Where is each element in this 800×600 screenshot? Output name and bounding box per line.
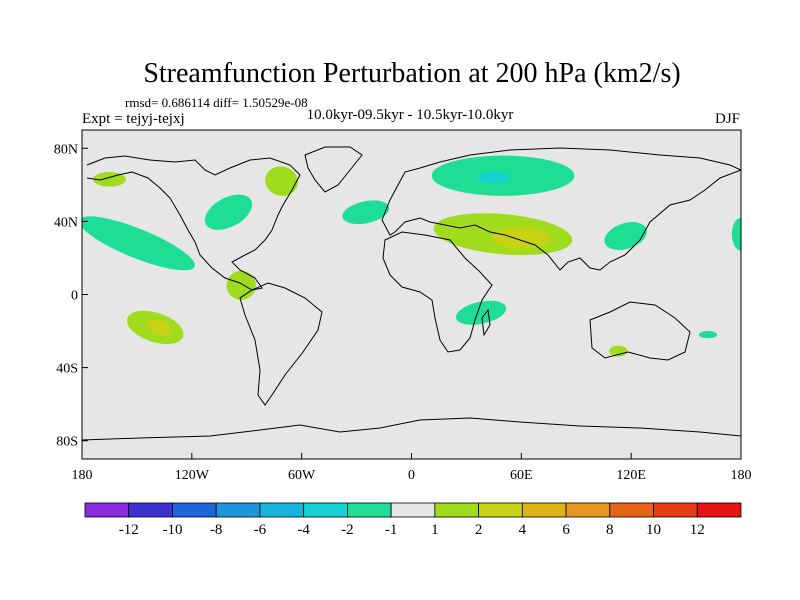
anomaly-australia-positive: [609, 345, 628, 357]
anomaly-north-america-negative: [204, 194, 253, 230]
map-plot-area: 180 120W 60W 0 60E 120E 180 80N 40N 0 40S 80S: [54, 129, 752, 483]
chart-title: Streamfunction Perturbation at 200 hPa (…: [143, 58, 680, 89]
x-tick-label: 180: [72, 468, 93, 483]
x-tick-label: 0: [408, 468, 415, 483]
coastline-greenland: [304, 146, 363, 193]
colorbar: -12 -10 -8 -6 -4 -2 -1 1 2 4 6 8 10 12: [84, 502, 742, 538]
colorbar-swatch: [521, 502, 567, 518]
anomaly-siberia-core: [477, 172, 511, 184]
colorbar-swatch: [303, 502, 348, 518]
colorbar-label: 6: [562, 522, 570, 538]
anomaly-hudson-bay-positive: [265, 166, 298, 196]
x-tick-label: 60E: [510, 468, 533, 483]
anomaly-dateline-negative: [731, 217, 741, 251]
colorbar-label: -8: [210, 522, 223, 538]
colorbar-label: -4: [297, 522, 310, 538]
colorbar-label: -6: [254, 522, 267, 538]
colorbar-label: 8: [606, 522, 614, 538]
colorbar-swatch: [609, 502, 654, 518]
y-tick-label: 40S: [56, 362, 78, 377]
colorbar-label: 2: [475, 522, 483, 538]
coastline-north-america: [86, 155, 301, 291]
anomaly-contours: [82, 155, 741, 357]
colorbar-swatch: [653, 502, 698, 518]
anomaly-east-africa-negative: [455, 300, 507, 325]
anomaly-central-america-positive: [226, 270, 256, 301]
colorbar-label: -1: [385, 522, 398, 538]
coastline-australia: [589, 301, 691, 361]
anomaly-tasman-negative: [698, 331, 718, 339]
x-tick-label: 180: [731, 468, 752, 483]
colorbar-label: -10: [162, 522, 182, 538]
coastline-south-america: [239, 282, 323, 406]
x-axis: 180 120W 60W 0 60E 120E 180: [72, 453, 752, 483]
anomaly-east-asia-negative: [604, 222, 647, 250]
period-label: 10.0kyr-09.5kyr - 10.5kyr-10.0kyr: [307, 107, 514, 123]
colorbar-swatch: [84, 502, 130, 518]
colorbar-swatch: [696, 502, 742, 518]
colorbar-swatch: [259, 502, 305, 518]
colorbar-swatch: [434, 502, 480, 518]
x-tick-label: 120E: [616, 468, 646, 483]
colorbar-label: 10: [646, 522, 661, 538]
x-tick-label: 120W: [175, 468, 210, 483]
season-label: DJF: [715, 111, 740, 127]
coastline-antarctica: [82, 417, 741, 441]
colorbar-swatch: [128, 502, 173, 518]
colorbar-swatch: [346, 502, 392, 518]
anomaly-ne-pacific-negative: [82, 216, 195, 271]
coastline-madagascar: [481, 308, 491, 337]
anomaly-n-pacific-west-positive: [92, 172, 126, 187]
colorbar-label: -2: [341, 522, 354, 538]
colorbar-swatch: [172, 502, 217, 518]
colorbar-label: -12: [119, 522, 139, 538]
anomaly-mideast-core: [492, 226, 551, 249]
stats-line: rmsd= 0.686114 diff= 1.50529e-08: [125, 95, 308, 110]
colorbar-label: 1: [431, 522, 439, 538]
y-axis: 80N 40N 0 40S 80S: [54, 142, 88, 450]
coastline-africa: [382, 231, 493, 353]
colorbar-label: 12: [690, 522, 705, 538]
coastlines: [82, 146, 741, 441]
colorbar-swatch: [215, 502, 261, 518]
experiment-label: Expt = tejyj-tejxj: [82, 111, 185, 127]
x-tick-label: 60W: [288, 468, 316, 483]
y-tick-label: 80S: [56, 435, 78, 450]
y-tick-label: 0: [71, 289, 78, 304]
anomaly-south-pacific-core: [146, 319, 172, 336]
colorbar-swatch: [565, 502, 611, 518]
y-tick-label: 80N: [54, 142, 78, 157]
coastline-eurasia: [381, 147, 741, 271]
colorbar-swatch: [478, 502, 523, 518]
map-background: [82, 130, 741, 459]
colorbar-swatch: [390, 502, 436, 518]
colorbar-label: 4: [519, 522, 527, 538]
anomaly-north-atlantic-negative: [342, 200, 390, 225]
y-tick-label: 40N: [54, 215, 78, 230]
